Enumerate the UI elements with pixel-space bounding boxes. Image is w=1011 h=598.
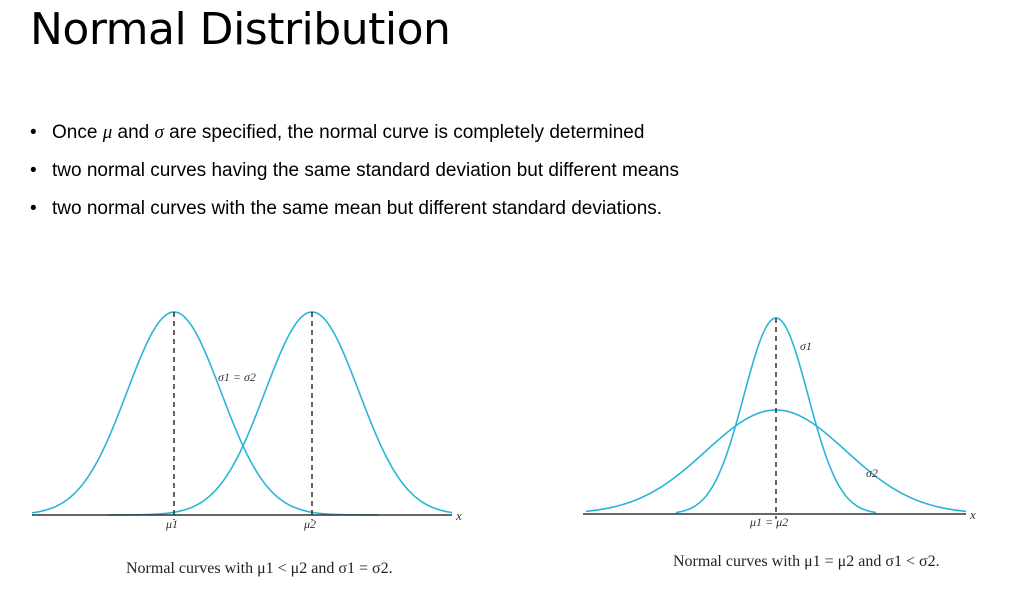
mu-symbol: μ [102, 122, 113, 143]
bullet-item: Once μ and σ are specified, the normal c… [30, 120, 679, 158]
x-axis-label: x [969, 507, 976, 522]
sigma-symbol: σ [154, 122, 164, 143]
figure-different-means: x μ1 μ2 σ1 = σ2 Normal curves with μ1 < … [31, 311, 462, 577]
figure-different-sd: x μ1 = μ2 σ1 σ2 Normal curves with μ1 = … [583, 317, 976, 570]
sigma1-label: σ1 [800, 339, 812, 353]
normal-curve-mu1 [31, 311, 378, 516]
bullet-item: two normal curves having the same standa… [30, 158, 679, 196]
mu1-label: μ1 [165, 517, 178, 531]
sigma2-label: σ2 [866, 466, 878, 480]
mu-equal-label: μ1 = μ2 [749, 515, 788, 529]
normal-curve-mu2 [108, 311, 453, 516]
sigma-equal-label: σ1 = σ2 [218, 370, 256, 384]
x-axis-label: x [455, 508, 462, 523]
bullet-item: two normal curves with the same mean but… [30, 196, 679, 234]
slide-title: Normal Distribution [30, 4, 451, 55]
normal-curve-sigma2 [585, 409, 967, 513]
mu2-label: μ2 [303, 517, 316, 531]
figure-caption-right: Normal curves with μ1 = μ2 and σ1 < σ2. [673, 553, 940, 570]
bullet-list: Once μ and σ are specified, the normal c… [30, 120, 679, 234]
figure-caption-left: Normal curves with μ1 < μ2 and σ1 = σ2. [126, 560, 393, 577]
